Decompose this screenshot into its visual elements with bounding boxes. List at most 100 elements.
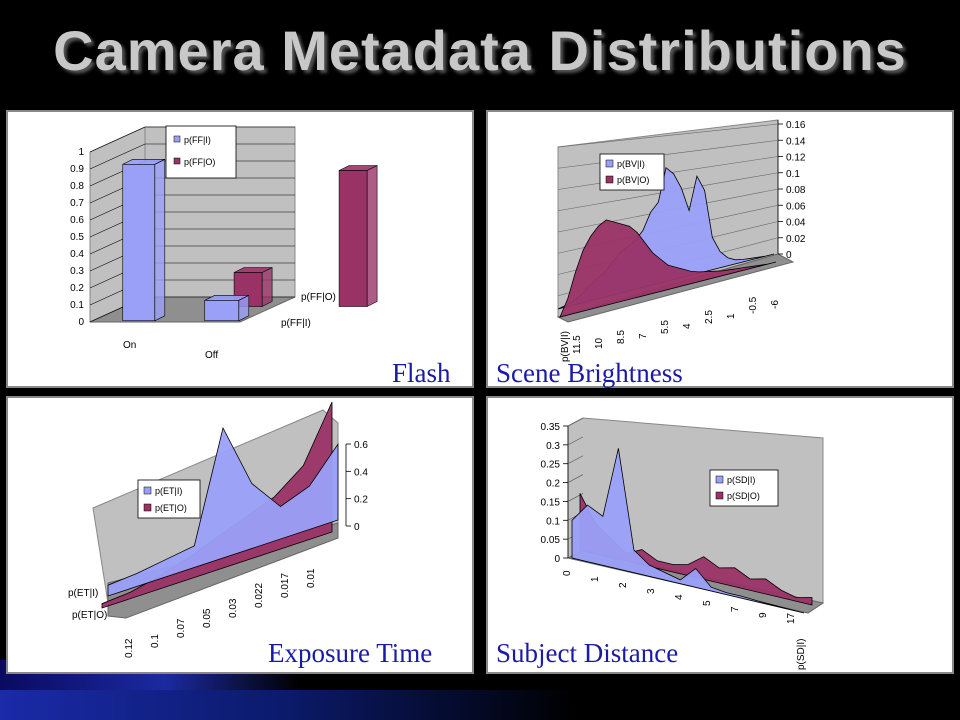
y-tick-label: 0 [78, 317, 84, 328]
y-tick-label: 0.2 [354, 495, 368, 506]
chart-svg: 0 0.1 0.2 0.3 0.4 0.5 0.6 0.7 0.8 0.9 1 On Off p(FF|O… [70, 125, 378, 361]
y-tick-label: 0.15 [541, 497, 561, 508]
legend-swatch [605, 159, 614, 168]
y-tick-label: 0 [354, 522, 360, 533]
y-tick-label: 0.02 [786, 234, 806, 245]
y-tick-label: 0.4 [354, 467, 368, 478]
y-tick-label: 0.1 [546, 516, 560, 527]
x-tick-label: 0.022 [254, 583, 265, 608]
x-tick-label: 17 [786, 612, 797, 624]
gridline [567, 474, 584, 483]
bar-front [204, 300, 240, 322]
legend-swatch [143, 486, 152, 495]
gridline [567, 417, 584, 427]
gridline [89, 143, 295, 170]
slide-title: Camera Metadata Distributions [53, 19, 907, 82]
x-tick-label: On [123, 340, 136, 351]
subject-distance-caption: Subject Distance [496, 638, 679, 668]
y-tick-label: 0.14 [786, 136, 806, 147]
y-tick-label: 0 [786, 250, 792, 261]
x-tick-label: 0.03 [228, 598, 239, 618]
depth-label: p(BV|I) [560, 331, 571, 362]
x-tick-label: 0.017 [280, 573, 291, 598]
y-tick-label: 0.06 [786, 201, 806, 212]
x-tick-label: 5.5 [660, 320, 671, 334]
x-tick-label: 4 [682, 323, 693, 329]
y-tick-label: 0.05 [541, 535, 561, 546]
depth-label: p(FF|I) [281, 318, 311, 329]
y-tick-label: 0.2 [70, 283, 84, 294]
x-tick-label: 11.5 [572, 335, 583, 354]
y-tick-label: 0.3 [70, 266, 84, 277]
y-tick-label: 0.16 [786, 120, 806, 131]
x-tick-label: 0.1 [150, 634, 161, 648]
y-tick-label: 0.1 [786, 169, 800, 180]
x-tick-label: 3 [646, 588, 657, 594]
y-tick-label: 0.12 [786, 153, 806, 164]
y-tick-label: 0.25 [541, 460, 561, 471]
x-tick-label: 0 [562, 570, 573, 576]
legend-swatch [143, 503, 152, 512]
gridline [89, 126, 295, 153]
y-tick-label: 0.1 [70, 300, 84, 311]
series-area-0 [107, 426, 339, 597]
bar-off-ffo [338, 165, 378, 307]
y-tick-label: 0.2 [546, 479, 560, 490]
y-tick-label: 0.08 [786, 185, 806, 196]
x-tick-label: 10 [594, 337, 605, 349]
flash-caption: Flash [392, 358, 451, 388]
bar-on-ffo [233, 267, 273, 307]
chart-svg: 0 0.05 0.1 0.15 0.2 0.25 0.3 0.35 0 1 2 3 4 5 7 9 17 p(SD… [541, 417, 825, 671]
subject-distance-chart-panel: 0 0.05 0.1 0.15 0.2 0.25 0.3 0.35 0 1 2 3 4 5 7 9 17 p(SD… [486, 396, 954, 674]
bar-side [366, 165, 378, 307]
slide-bottom-decoration [0, 690, 960, 720]
legend-label: p(SD|O) [727, 491, 760, 501]
series-area-1 [559, 219, 777, 318]
depth-label: p(SD|I) [796, 639, 807, 671]
x-tick-label: Off [205, 350, 218, 361]
legend-label: p(ET|O) [155, 503, 187, 513]
legend-swatch [605, 175, 614, 184]
x-tick-label: -6 [770, 300, 781, 309]
gridline [557, 123, 779, 148]
bar-off-ffi [204, 294, 250, 322]
x-tick-label: 5 [702, 600, 713, 606]
x-tick-label: 1 [726, 313, 737, 319]
y-tick-label: 0.6 [70, 215, 84, 226]
scene-brightness-caption: Scene Brightness [496, 358, 683, 388]
gridline [567, 455, 584, 464]
legend-label: p(FF|I) [184, 135, 211, 145]
y-tick-label: 1 [78, 147, 84, 158]
legend-label: p(SD|I) [727, 475, 755, 485]
x-tick-label: 4 [674, 594, 685, 600]
x-tick-label: 1 [590, 576, 601, 582]
y-tick-label: 0.35 [541, 422, 561, 433]
exposure-time-chart-panel: 0 0.2 0.4 0.6 0.12 0.1 0.07 0.05 0.03 0.022 0.017 0… [6, 396, 474, 674]
y-tick-label: 0.04 [786, 218, 806, 229]
y-tick-label: 0.4 [70, 249, 84, 260]
x-tick-label: 8.5 [616, 330, 627, 344]
series-area-0 [571, 448, 805, 614]
x-tick-label: 0.01 [306, 568, 317, 588]
chart-svg: 0 0.2 0.4 0.6 0.12 0.1 0.07 0.05 0.03 0.022 0.017 0… [68, 401, 368, 658]
y-tick-label: 0 [554, 554, 560, 565]
legend-swatch [173, 157, 181, 165]
legend-label: p(FF|O) [184, 157, 215, 167]
y-tick-label: 0.3 [546, 441, 560, 452]
x-tick-label: 2 [618, 582, 629, 588]
x-tick-label: 9 [758, 612, 769, 618]
legend-label: p(BV|I) [617, 159, 645, 169]
gridline [557, 139, 779, 169]
legend-swatch [715, 475, 724, 484]
bar-side [261, 267, 273, 307]
depth-label: p(ET|I) [68, 588, 98, 599]
x-tick-label: 7 [730, 606, 741, 612]
chart-svg: 0 0.02 0.04 0.06 0.08 0.1 0.12 0.14 0.16 11.5 10 8.… [556, 119, 806, 362]
legend-label: p(ET|I) [155, 486, 182, 496]
x-tick-label: 0.05 [202, 608, 213, 628]
bar-side [154, 158, 166, 322]
y-tick-label: 0.9 [70, 164, 84, 175]
gridline [567, 436, 584, 446]
legend-swatch [715, 491, 724, 500]
legend-box [165, 125, 237, 179]
